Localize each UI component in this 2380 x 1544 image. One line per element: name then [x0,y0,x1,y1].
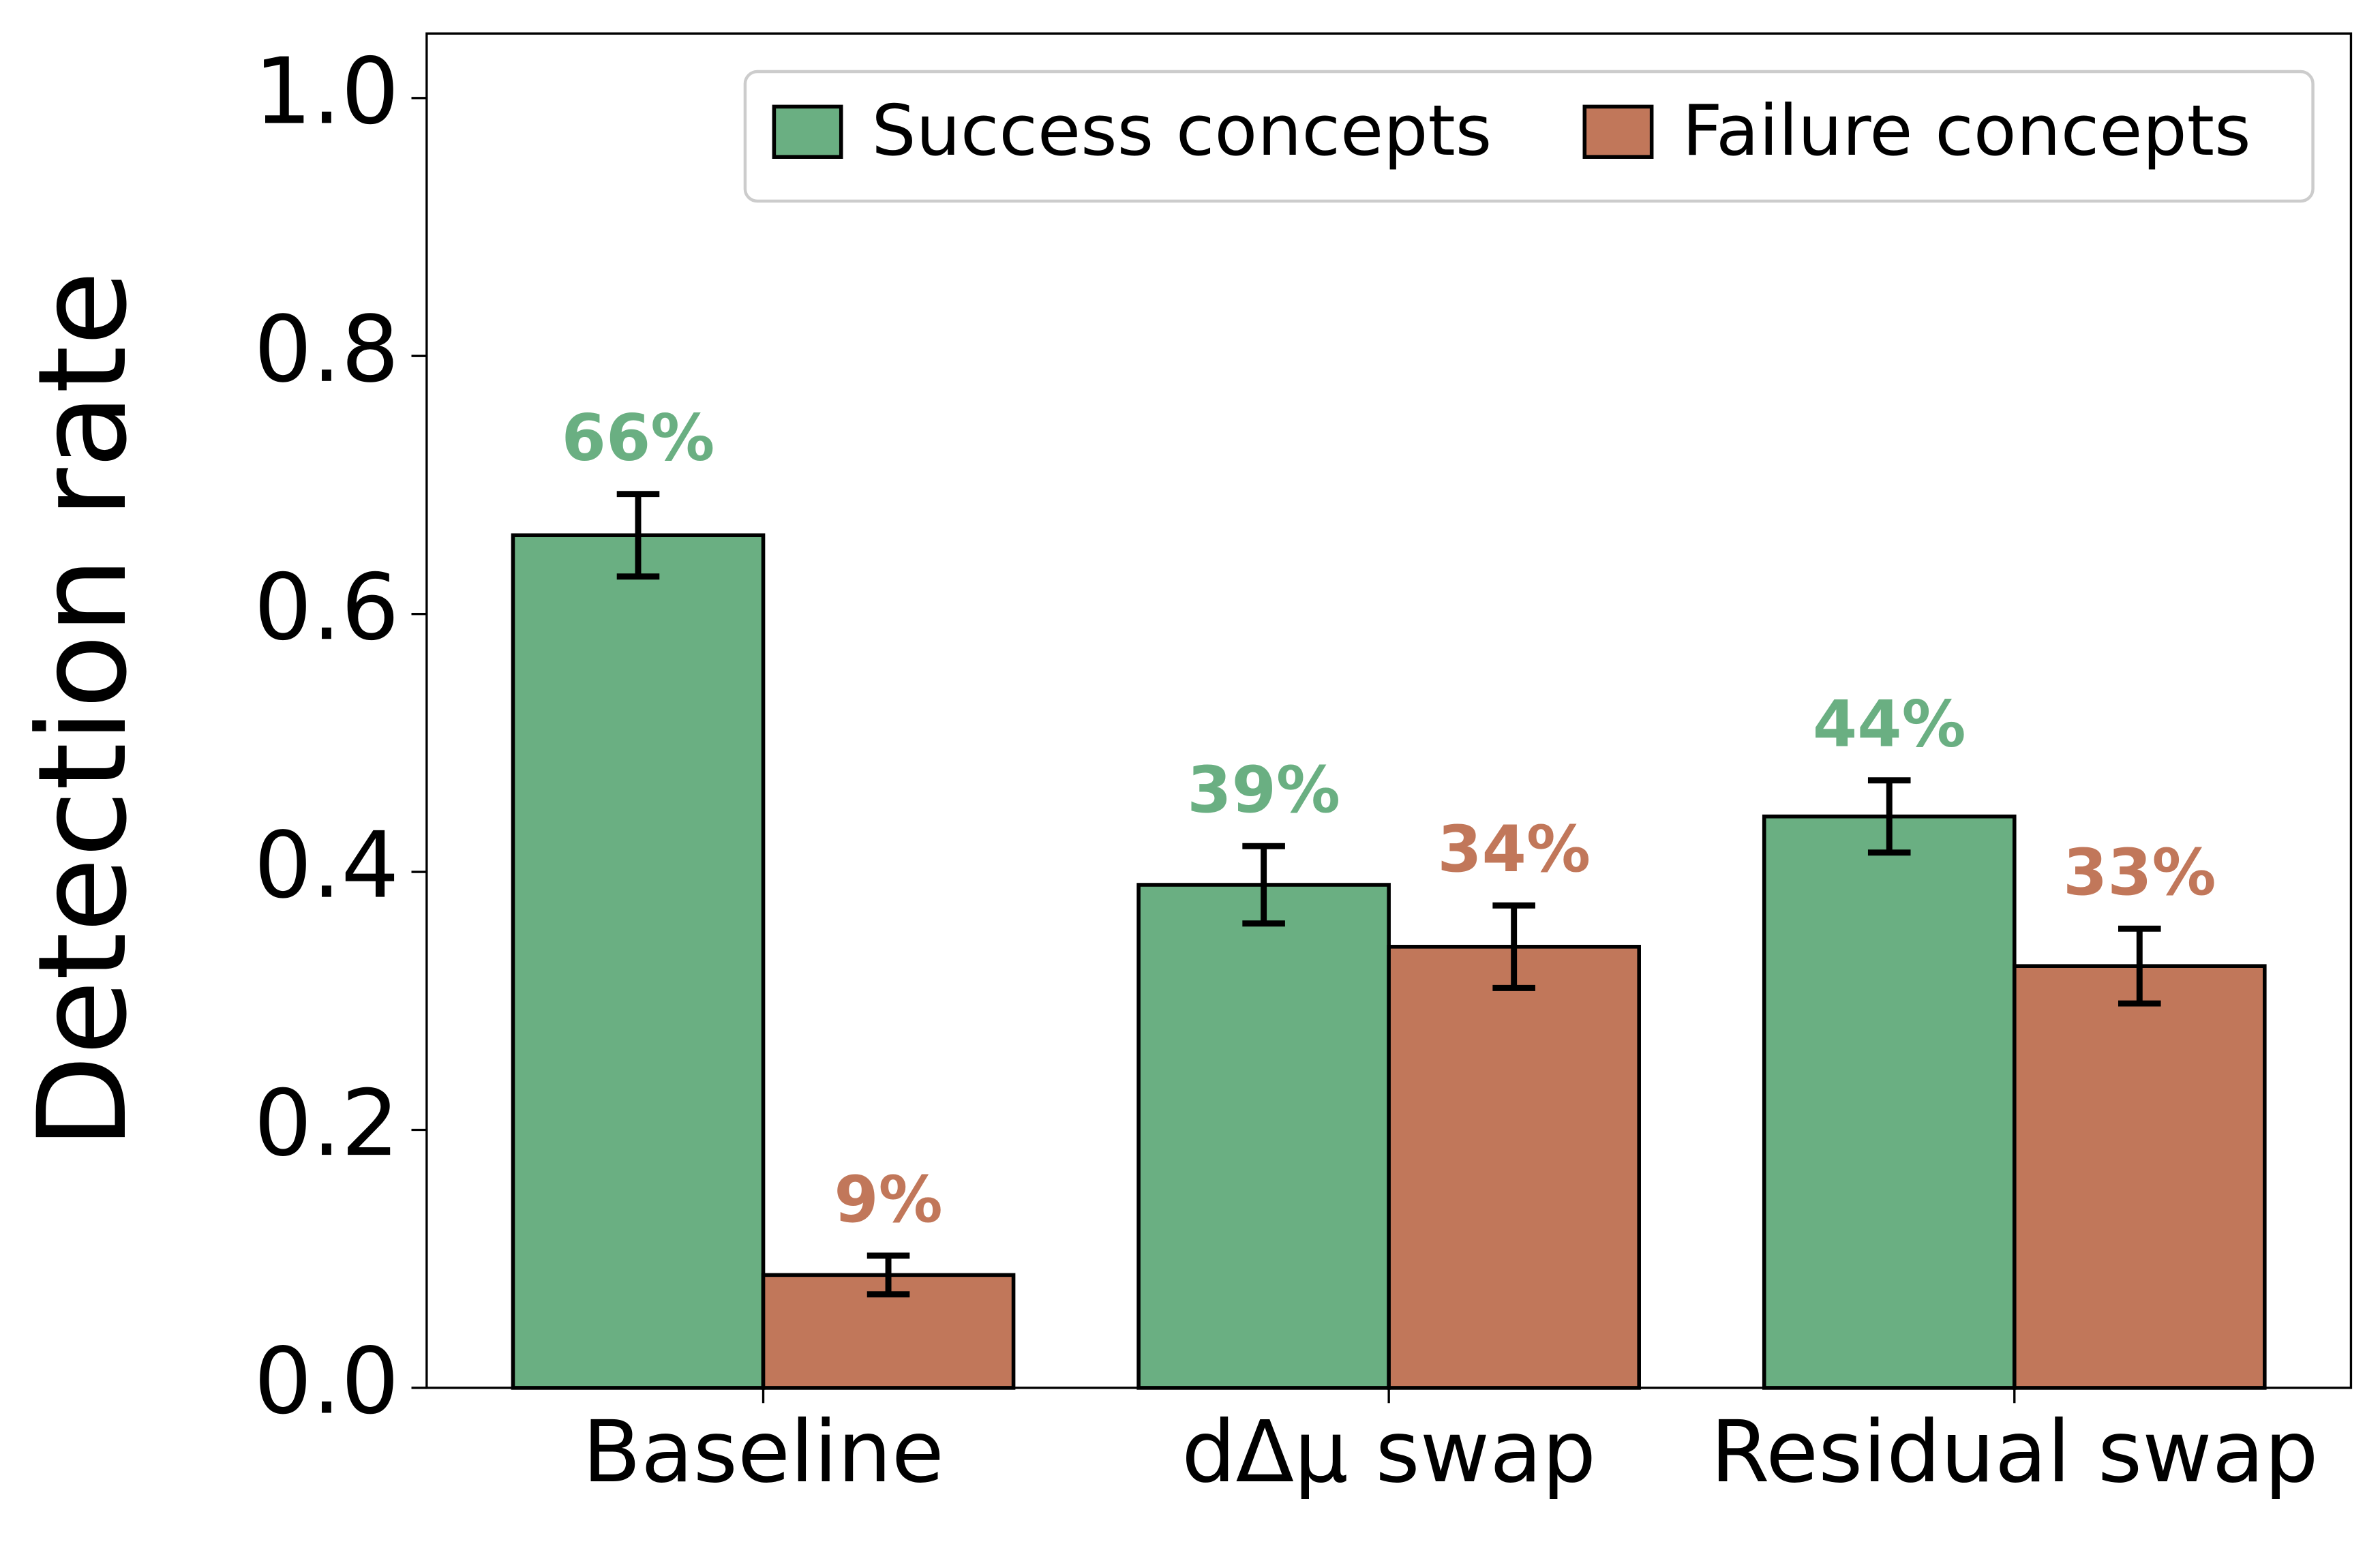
value-label: 34% [1437,813,1591,887]
value-label: 9% [834,1163,942,1237]
value-label: 33% [2063,836,2216,910]
y-tick-label: 0.0 [254,1329,399,1435]
value-label: 44% [1813,688,1966,762]
bar [511,533,766,1390]
value-label: 66% [562,402,715,476]
error-bar [1867,777,1911,856]
legend-label: Failure concepts [1682,91,2250,172]
y-tick-label: 0.6 [254,554,399,661]
y-axis-label: Detection rate [12,271,154,1149]
y-tick-label: 0.4 [254,813,399,919]
bar [2012,964,2267,1390]
legend-label: Success concepts [871,91,1492,172]
bar [1387,945,1641,1390]
legend-frame [743,70,2315,203]
y-tick-label: 0.2 [254,1070,399,1177]
error-bar [2118,925,2161,1007]
legend-swatch [1582,104,1654,159]
value-label: 39% [1187,753,1340,828]
error-bar [867,1252,910,1298]
bar [1136,883,1391,1390]
x-tick-label: Residual swap [1711,1402,2319,1502]
error-bar [616,491,660,580]
error-bar [1242,843,1285,927]
x-tick-label: dΔμ swap [1181,1402,1596,1502]
y-tick-label: 0.8 [254,297,399,403]
y-tick-label: 1.0 [254,38,399,145]
error-bar [1492,902,1535,991]
legend-swatch [772,104,843,159]
bar [1762,814,2017,1390]
x-tick-label: Baseline [582,1402,944,1502]
plot-frame [425,32,2353,1389]
